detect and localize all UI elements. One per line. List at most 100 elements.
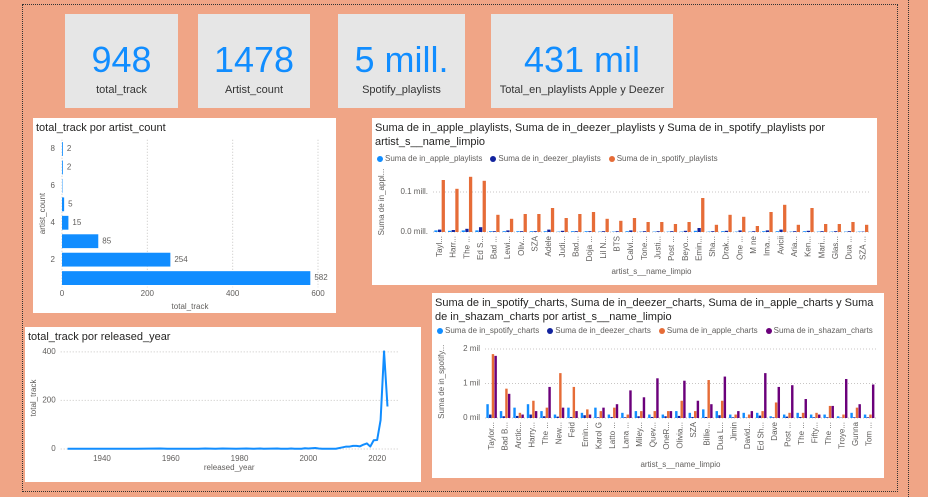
bar	[572, 386, 576, 418]
legend-item: Suma de in_shazam_charts	[765, 326, 873, 335]
bar	[506, 230, 510, 232]
chart-title: total_track por artist_count	[36, 122, 166, 134]
kpi-value: 1478	[213, 39, 295, 80]
x-tick-label: The ...	[824, 422, 833, 445]
x-tick-label: 2020	[368, 454, 386, 463]
bar	[646, 222, 650, 232]
x-tick-label: Adele	[544, 235, 553, 256]
legend-swatch	[608, 155, 615, 162]
y-tick-label: 4	[51, 218, 56, 227]
legend-item: Suma de in_spotify_charts	[437, 326, 539, 335]
bar	[448, 230, 452, 232]
bar	[594, 407, 597, 418]
x-tick-label: 1980	[231, 454, 249, 463]
x-axis-label: artist_s__name_limpio	[611, 267, 692, 276]
bar	[491, 354, 495, 418]
bar	[673, 224, 678, 232]
bar	[669, 411, 673, 418]
bar	[834, 231, 838, 232]
data-label: 5	[68, 199, 73, 208]
bar	[710, 404, 713, 418]
bar	[850, 412, 853, 418]
bar	[580, 412, 584, 418]
data-label: 2	[67, 144, 72, 153]
bar	[482, 180, 486, 232]
y-tick-label: 6	[51, 181, 56, 190]
bar	[574, 231, 578, 232]
legend-item: Suma de in_deezer_playlists	[490, 154, 601, 163]
x-tick-label: 200	[141, 289, 155, 298]
bar	[715, 411, 718, 418]
bar	[782, 414, 786, 418]
bar	[615, 231, 619, 232]
bar	[729, 414, 732, 418]
bar	[683, 380, 686, 418]
legend-label: Suma de in_spotify_charts	[445, 326, 540, 335]
y-tick-label: 0.0 mill.	[400, 227, 428, 236]
bar	[588, 231, 592, 232]
y-tick-label: 1 mil	[463, 379, 480, 388]
x-tick-label: Glas...	[831, 236, 840, 259]
x-tick-label: Judi...	[558, 236, 567, 257]
bar	[492, 231, 496, 232]
legend-item: Suma de in_deezer_charts	[547, 326, 651, 335]
chart: artist_s__name_limpio Suma de in_spotify.…	[437, 344, 876, 469]
bar	[765, 230, 770, 232]
bar	[545, 407, 549, 418]
bar	[828, 405, 832, 418]
chart: released_year total_track 0 200 400 1940 1960 1…	[29, 347, 398, 472]
bar	[693, 230, 698, 232]
bar	[513, 407, 516, 418]
legend-item: Suma de in_spotify_playlists	[608, 154, 718, 163]
bar	[858, 404, 861, 418]
bar	[752, 231, 756, 232]
bar	[615, 404, 619, 418]
x-tick-label: One ...	[735, 236, 744, 260]
bar	[607, 414, 611, 418]
bar	[543, 231, 547, 232]
bar	[691, 416, 694, 418]
bar	[537, 214, 541, 232]
bar	[578, 214, 582, 232]
bar	[550, 208, 555, 232]
bar	[583, 415, 586, 418]
bar	[650, 416, 654, 418]
x-tick-label: Sha...	[708, 236, 717, 257]
y-tick-label: 0.1 mill.	[400, 187, 428, 196]
chart: artist_s__name_limpio Suma de in_appl... 0…	[377, 169, 870, 276]
data-label: 254	[174, 255, 188, 264]
legend-label: Suma de in_shazam_charts	[773, 326, 873, 335]
kpi-label: total_track	[96, 84, 147, 96]
x-tick-label: Oliv...	[517, 236, 526, 256]
legend-swatch	[658, 327, 665, 334]
bar	[475, 230, 479, 232]
bar	[553, 414, 557, 418]
x-tick-label: SZA	[531, 235, 540, 251]
bar	[564, 218, 568, 232]
frame-edge	[908, 0, 909, 497]
x-axis-label: released_year	[204, 463, 255, 472]
bar	[602, 407, 605, 418]
bar	[502, 416, 505, 418]
x-tick-label: 400	[226, 289, 240, 298]
y-axis-label: artist_count	[38, 192, 47, 234]
bar	[62, 142, 63, 156]
bar	[461, 230, 465, 232]
bar	[62, 160, 63, 175]
kpi-label: Total_en_playlists Apple y Deezer	[499, 84, 665, 96]
bar	[769, 212, 773, 232]
x-tick-label: M ne	[749, 235, 758, 253]
bar	[844, 378, 848, 418]
y-tick-label: 400	[42, 347, 56, 356]
bar	[642, 397, 646, 418]
bar	[826, 417, 829, 418]
y-tick-label: 0	[51, 444, 56, 453]
x-tick-label: 1940	[93, 454, 111, 463]
x-tick-label: 0	[60, 289, 65, 298]
line	[67, 350, 389, 450]
bar	[548, 386, 551, 418]
bar	[742, 216, 746, 232]
kpi-card: 1478 Artist_count	[198, 14, 310, 108]
bar	[575, 411, 578, 418]
